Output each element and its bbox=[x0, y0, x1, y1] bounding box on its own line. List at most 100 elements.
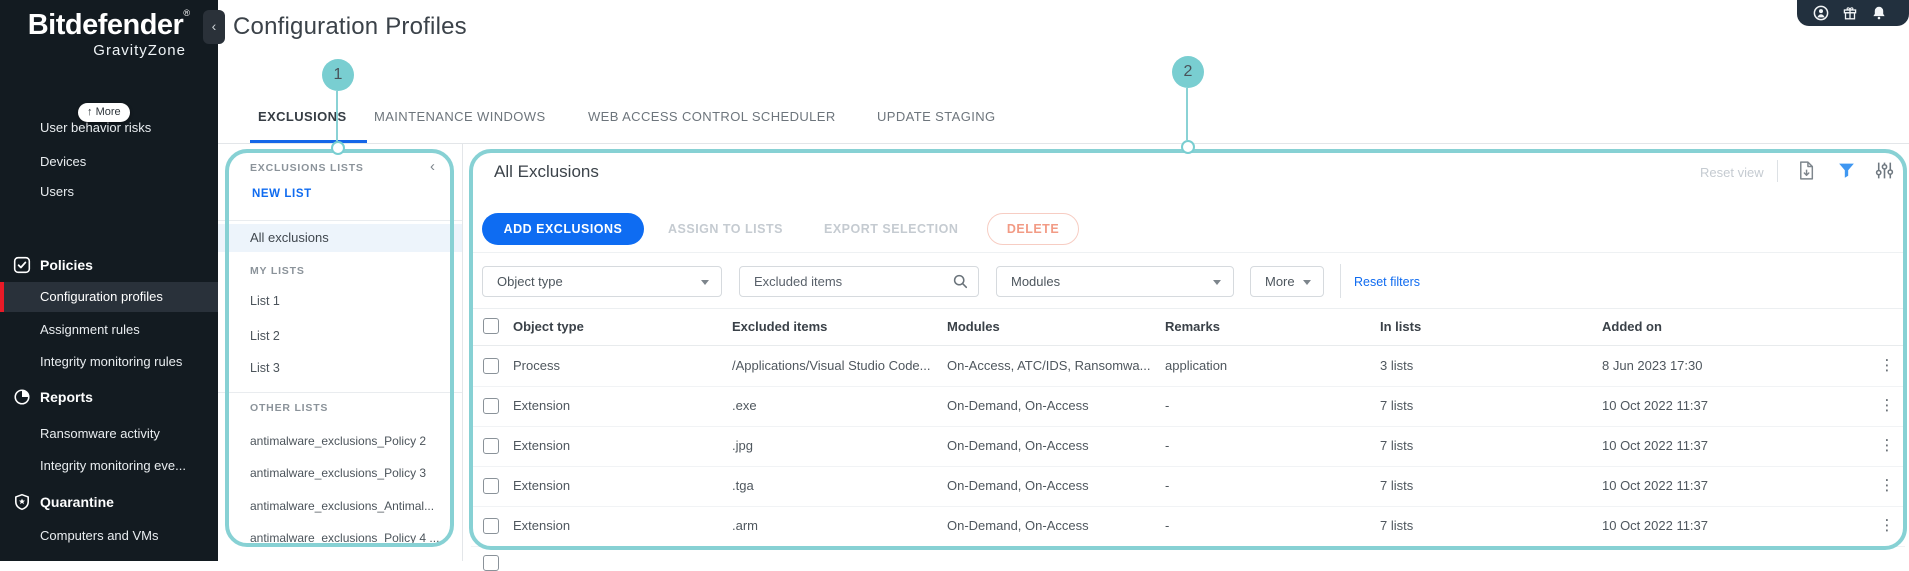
sidebar-item-devices[interactable]: Devices bbox=[40, 154, 87, 169]
filters-divider bbox=[1340, 264, 1341, 298]
row-checkbox[interactable] bbox=[483, 438, 499, 454]
sidebar-item-user-behavior-risks[interactable]: User behavior risks bbox=[40, 120, 152, 135]
cell-in-lists: 7 lists bbox=[1380, 398, 1414, 413]
chevron-left-icon: ‹ bbox=[430, 158, 435, 175]
column-header-object-type[interactable]: Object type bbox=[513, 319, 584, 334]
cell-in-lists: 3 lists bbox=[1380, 358, 1414, 373]
row-actions-kebab-icon[interactable]: ⋮ bbox=[1879, 397, 1895, 414]
object-type-select[interactable]: Object type bbox=[482, 266, 722, 297]
toolbar-filter-divider bbox=[471, 252, 1905, 253]
list-item[interactable]: antimalware_exclusions_Policy 2 bbox=[250, 434, 427, 448]
topbar-actions bbox=[1797, 0, 1909, 26]
table-row: Extension .arm On-Demand, On-Access - 7 … bbox=[471, 506, 1905, 547]
sidebar-item-configuration-profiles[interactable]: Configuration profiles bbox=[40, 289, 163, 304]
annotation-line-2 bbox=[1186, 88, 1188, 140]
row-actions-kebab-icon[interactable]: ⋮ bbox=[1879, 477, 1895, 494]
annotation-connector-2 bbox=[1181, 140, 1195, 154]
sidebar-section-quarantine[interactable]: Quarantine bbox=[40, 494, 114, 510]
sidebar-selected-row[interactable] bbox=[0, 282, 218, 312]
sidebar-item-ransomware-activity[interactable]: Ransomware activity bbox=[40, 426, 160, 441]
table-panel-title: All Exclusions bbox=[494, 162, 599, 181]
row-actions-kebab-icon[interactable]: ⋮ bbox=[1879, 357, 1895, 374]
cell-modules: On-Access, ATC/IDS, Ransomwa... bbox=[947, 358, 1151, 373]
cell-object-type: Process bbox=[513, 358, 560, 373]
new-list-button[interactable]: NEW LIST bbox=[252, 188, 312, 200]
sidebar-item-assignment-rules[interactable]: Assignment rules bbox=[40, 322, 140, 337]
reset-view-button[interactable]: Reset view bbox=[1700, 165, 1764, 180]
tab-maintenance-windows[interactable]: MAINTENANCE WINDOWS bbox=[374, 109, 546, 124]
list-item[interactable]: antimalware_exclusions_Policy 3 bbox=[250, 466, 427, 480]
bell-icon[interactable] bbox=[1871, 5, 1887, 26]
page-title: Configuration Profiles bbox=[233, 13, 467, 40]
cell-added-on: 10 Oct 2022 11:37 bbox=[1602, 398, 1709, 413]
chevron-left-icon: ‹ bbox=[211, 18, 217, 34]
sidebar-section-policies[interactable]: Policies bbox=[40, 257, 93, 273]
excluded-items-input[interactable] bbox=[740, 267, 978, 296]
chevron-down-icon bbox=[1213, 280, 1221, 285]
list-item[interactable]: antimalware_exclusions_Policy 4 ... bbox=[250, 531, 440, 545]
gift-icon[interactable] bbox=[1842, 5, 1858, 26]
tab-exclusions[interactable]: EXCLUSIONS bbox=[258, 109, 347, 124]
column-header-added-on[interactable]: Added on bbox=[1602, 319, 1662, 334]
column-header-excluded-items[interactable]: Excluded items bbox=[732, 319, 828, 334]
add-exclusions-button[interactable]: ADD EXCLUSIONS bbox=[482, 213, 644, 245]
reset-filters-link[interactable]: Reset filters bbox=[1354, 275, 1420, 289]
row-checkbox[interactable] bbox=[483, 478, 499, 494]
filter-funnel-icon[interactable] bbox=[1836, 160, 1857, 186]
row-checkbox[interactable] bbox=[483, 555, 499, 571]
list-item[interactable]: List 2 bbox=[250, 329, 280, 343]
sidebar-collapse-button[interactable]: ‹ bbox=[203, 10, 225, 44]
row-actions-kebab-icon[interactable]: ⋮ bbox=[1879, 437, 1895, 454]
brand-logo: Bitdefender® bbox=[27, 8, 190, 41]
sidebar-item-computers-and-vms[interactable]: Computers and VMs bbox=[40, 528, 159, 543]
sidebar-item-integrity-monitoring-events[interactable]: Integrity monitoring eve... bbox=[40, 458, 186, 473]
more-filters-button[interactable]: More bbox=[1250, 266, 1324, 297]
row-checkbox[interactable] bbox=[483, 518, 499, 534]
cell-excluded-item: .arm bbox=[732, 518, 758, 533]
sidebar-section-reports[interactable]: Reports bbox=[40, 389, 93, 405]
export-document-icon[interactable] bbox=[1795, 160, 1816, 186]
modules-select[interactable]: Modules bbox=[996, 266, 1234, 297]
annotation-connector-1 bbox=[331, 141, 345, 155]
annotation-badge-1: 1 bbox=[322, 59, 354, 91]
sidebar-item-users[interactable]: Users bbox=[40, 184, 74, 199]
delete-button[interactable]: DELETE bbox=[987, 213, 1079, 245]
export-selection-button[interactable]: EXPORT SELECTION bbox=[824, 222, 959, 236]
column-header-in-lists[interactable]: In lists bbox=[1380, 319, 1422, 334]
list-item[interactable]: List 1 bbox=[250, 294, 280, 308]
tab-update-staging[interactable]: UPDATE STAGING bbox=[877, 109, 996, 124]
list-item-all-exclusions[interactable]: All exclusions bbox=[218, 224, 462, 252]
select-all-checkbox[interactable] bbox=[483, 318, 499, 334]
table-top-divider bbox=[471, 308, 1905, 309]
modules-value: Modules bbox=[1011, 274, 1061, 289]
selected-accent-bar bbox=[0, 282, 4, 312]
lists-panel-collapse-button[interactable]: ‹ bbox=[430, 158, 435, 175]
excluded-items-search bbox=[739, 266, 979, 297]
more-button[interactable]: ↑ More bbox=[78, 103, 130, 122]
table-header-divider bbox=[471, 345, 1905, 346]
cell-excluded-item: .jpg bbox=[732, 438, 753, 453]
list-item[interactable]: antimalware_exclusions_Antimal... bbox=[250, 499, 435, 513]
cell-added-on: 8 Jun 2023 17:30 bbox=[1602, 358, 1703, 373]
cell-excluded-item: .tga bbox=[732, 478, 754, 493]
list-item[interactable]: List 3 bbox=[250, 361, 280, 375]
column-header-modules[interactable]: Modules bbox=[947, 319, 1000, 334]
table-row: Extension .tga On-Demand, On-Access - 7 … bbox=[471, 466, 1905, 507]
annotation-line-1 bbox=[336, 91, 338, 141]
tab-web-access-control-scheduler[interactable]: WEB ACCESS CONTROL SCHEDULER bbox=[588, 109, 836, 124]
columns-settings-icon[interactable] bbox=[1874, 160, 1895, 186]
annotation-rect-1 bbox=[225, 149, 454, 547]
quarantine-icon bbox=[13, 493, 31, 511]
column-header-remarks[interactable]: Remarks bbox=[1165, 319, 1220, 334]
row-checkbox[interactable] bbox=[483, 398, 499, 414]
policies-icon bbox=[13, 256, 31, 274]
sidebar-item-integrity-monitoring-rules[interactable]: Integrity monitoring rules bbox=[40, 354, 183, 369]
row-checkbox[interactable] bbox=[483, 358, 499, 374]
row-actions-kebab-icon[interactable]: ⋮ bbox=[1879, 517, 1895, 534]
lists-panel-title: EXCLUSIONS LISTS bbox=[250, 162, 364, 174]
table-row: Extension .exe On-Demand, On-Access - 7 … bbox=[471, 386, 1905, 427]
other-lists-label: OTHER LISTS bbox=[250, 402, 329, 414]
account-icon[interactable] bbox=[1813, 5, 1829, 26]
cell-object-type: Extension bbox=[513, 398, 571, 413]
assign-to-lists-button[interactable]: ASSIGN TO LISTS bbox=[668, 222, 783, 236]
